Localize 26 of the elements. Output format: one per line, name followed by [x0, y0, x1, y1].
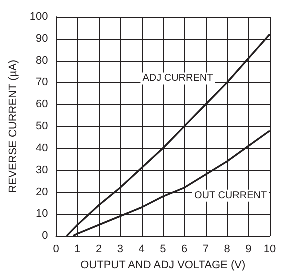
y-tick-label: 10	[36, 208, 48, 220]
y-tick-label: 100	[30, 11, 48, 23]
y-tick-label: 70	[36, 76, 48, 89]
y-tick-label: 90	[36, 32, 48, 45]
x-tick-label: 9	[246, 244, 252, 256]
x-tick-label: 3	[117, 244, 124, 256]
y-tick-label: 80	[36, 54, 48, 67]
x-tick-label: 6	[181, 244, 188, 256]
x-tick-label: 4	[138, 244, 145, 256]
x-tick-label: 0	[53, 244, 60, 256]
x-tick-label: 7	[202, 244, 209, 256]
x-tick-label: 2	[96, 244, 102, 256]
y-tick-label: 50	[36, 120, 48, 133]
x-axis-title: OUTPUT AND ADJ VOLTAGE (V)	[80, 260, 246, 272]
x-tick-label: 1	[74, 244, 81, 256]
annotation: OUT CURRENT	[194, 190, 268, 202]
y-tick-label: 0	[42, 230, 48, 242]
y-tick-label: 40	[36, 142, 48, 154]
y-tick-label: 20	[36, 186, 48, 198]
annotation: ADJ CURRENT	[142, 73, 214, 84]
y-axis-title: REVERSE CURRENT (µA)	[8, 60, 20, 194]
x-tick-label: 5	[160, 244, 166, 256]
x-tick-label: 10	[264, 244, 276, 256]
y-tick-label: 60	[36, 98, 48, 111]
y-tick-label: 30	[36, 164, 48, 176]
x-tick-label: 8	[224, 244, 230, 256]
